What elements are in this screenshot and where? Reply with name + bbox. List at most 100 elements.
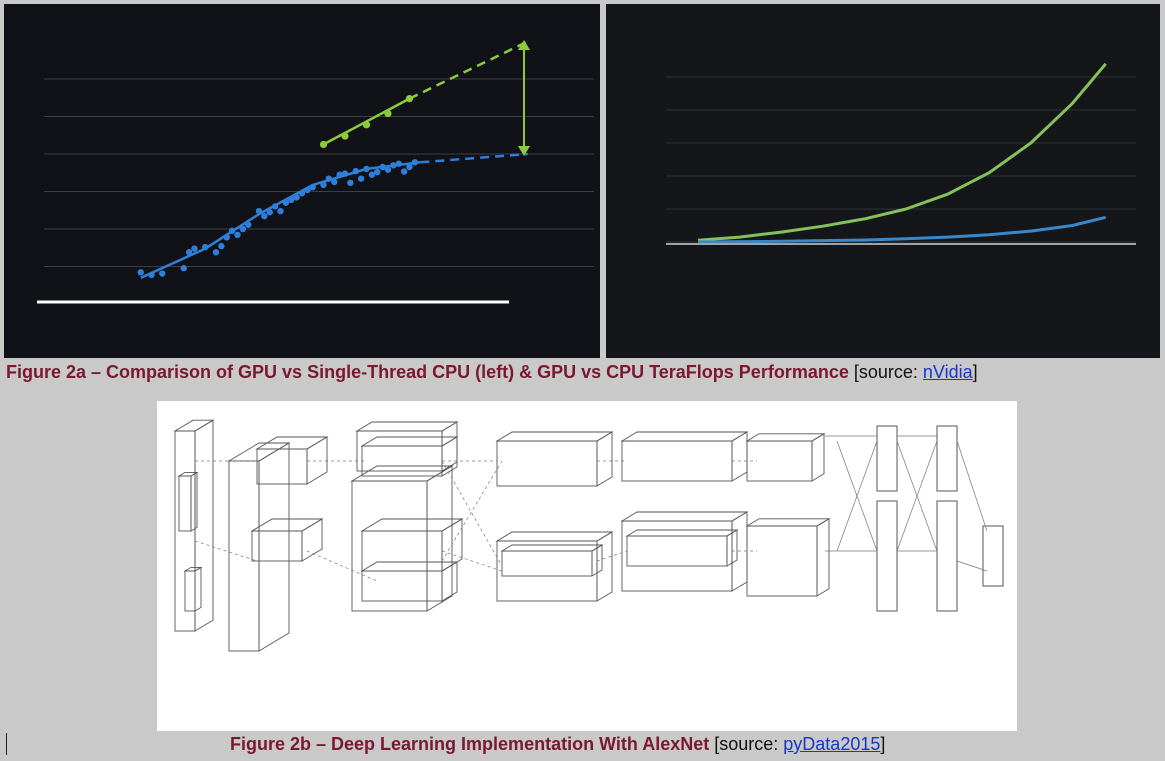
layer-box-front <box>361 445 443 477</box>
single-thread-point <box>255 207 263 215</box>
layer-box-side <box>731 511 748 592</box>
layer-box-front <box>174 430 196 632</box>
single-thread-point <box>234 231 241 239</box>
figure-2a-source-prefix: [source: <box>848 362 923 382</box>
figure-2b-title: Figure 2b – Deep Learning Implementation… <box>230 734 710 754</box>
layer-box-top <box>350 465 454 482</box>
layer-box-side <box>258 442 290 652</box>
microprocessor-trend-chart <box>4 4 600 358</box>
output-box <box>982 525 1004 587</box>
figure-2a-caption: Figure 2a – Comparison of GPU vs Single-… <box>6 362 978 383</box>
layer-box-front <box>351 480 428 612</box>
layer-box-top <box>495 431 614 442</box>
figure-2a-source-suffix: ] <box>972 362 978 382</box>
single-thread-point <box>352 167 359 175</box>
layer-box-side <box>190 471 198 532</box>
single-thread-point <box>309 184 316 191</box>
gpu-point <box>405 95 414 103</box>
figure-2b-caption: Figure 2b – Deep Learning Implementation… <box>230 734 885 755</box>
layer-box-top <box>355 421 459 432</box>
layer-box-side <box>731 431 748 482</box>
gpu-line <box>697 62 1107 242</box>
layer-box-front <box>251 530 303 562</box>
single-thread-point <box>191 245 198 252</box>
layer-box-top <box>495 531 614 542</box>
connection-line <box>441 460 503 562</box>
single-thread-point <box>331 178 338 186</box>
layer-box-front <box>184 570 196 612</box>
layer-box-top <box>620 511 749 522</box>
single-thread-point <box>320 181 327 189</box>
layer-box-front <box>496 440 598 487</box>
single-thread-point <box>180 265 187 272</box>
single-thread-point <box>411 159 419 166</box>
layer-box-top <box>625 529 739 537</box>
figure-2a-source-link[interactable]: nVidia <box>922 362 973 382</box>
single-thread-point <box>363 165 370 173</box>
connection-line <box>306 550 378 582</box>
single-thread-point <box>266 209 273 216</box>
layer-box-top <box>500 544 604 552</box>
layer-box-front <box>621 440 733 482</box>
text-cursor <box>6 733 7 755</box>
gap-arrow-head-up <box>518 40 530 50</box>
single-thread-point <box>239 225 247 233</box>
single-thread-point <box>271 203 279 210</box>
layer-box-front <box>501 550 593 577</box>
gap-arrow-head-down <box>518 146 530 156</box>
cpu-line <box>697 215 1107 244</box>
single-thread-point <box>336 171 343 178</box>
single-thread-point <box>384 166 392 173</box>
connection-line <box>956 440 988 532</box>
layer-box-side <box>816 518 830 597</box>
layer-box-top <box>227 442 291 462</box>
dense-box <box>876 425 898 492</box>
layer-box-side <box>426 465 453 612</box>
teraflops-chart <box>606 4 1160 358</box>
single-thread-point <box>298 190 306 197</box>
connection-line <box>956 560 988 572</box>
single-thread-point <box>400 168 408 175</box>
layer-box-side <box>441 561 458 602</box>
single-thread-point <box>137 269 144 276</box>
layer-box-front <box>746 525 818 597</box>
single-thread-point <box>261 212 268 220</box>
figure-2b-source-prefix: [source: <box>709 734 784 754</box>
layer-box-front <box>256 448 308 485</box>
single-thread-point <box>223 234 230 241</box>
figure-2b-source-link[interactable]: pyData2015 <box>783 734 881 754</box>
single-thread-point <box>325 175 333 182</box>
single-thread-point <box>304 186 311 194</box>
single-thread-point <box>390 162 397 169</box>
connection-line <box>194 540 258 562</box>
single-thread-point <box>218 242 225 250</box>
figure-2a-title: Figure 2a – Comparison of GPU vs Single-… <box>6 362 849 382</box>
single-thread-point <box>245 221 252 228</box>
single-thread-point <box>395 160 402 167</box>
single-thread-point <box>347 179 354 187</box>
layer-box-top <box>745 518 831 527</box>
single-thread-point <box>293 194 300 201</box>
trend-line <box>420 152 528 164</box>
single-thread-point <box>212 249 220 256</box>
single-thread-point <box>282 199 290 206</box>
single-thread-point <box>374 168 381 176</box>
layer-box-side <box>596 431 613 487</box>
layer-box-front <box>361 530 443 572</box>
dense-box <box>936 500 958 612</box>
layer-box-front <box>361 570 443 602</box>
single-thread-point <box>159 270 166 277</box>
single-thread-point <box>185 249 193 256</box>
layer-box-side <box>306 436 328 485</box>
layer-box-front <box>228 460 260 652</box>
connection-line <box>441 550 503 572</box>
layer-box-top <box>620 431 749 442</box>
single-thread-point <box>379 163 386 171</box>
trend-line <box>408 40 529 100</box>
single-thread-point <box>277 207 284 215</box>
single-thread-point <box>148 271 155 279</box>
single-thread-point <box>357 175 365 182</box>
layer-box-top <box>173 419 215 432</box>
single-thread-point <box>228 227 236 234</box>
teraflops-svg <box>666 62 1136 245</box>
